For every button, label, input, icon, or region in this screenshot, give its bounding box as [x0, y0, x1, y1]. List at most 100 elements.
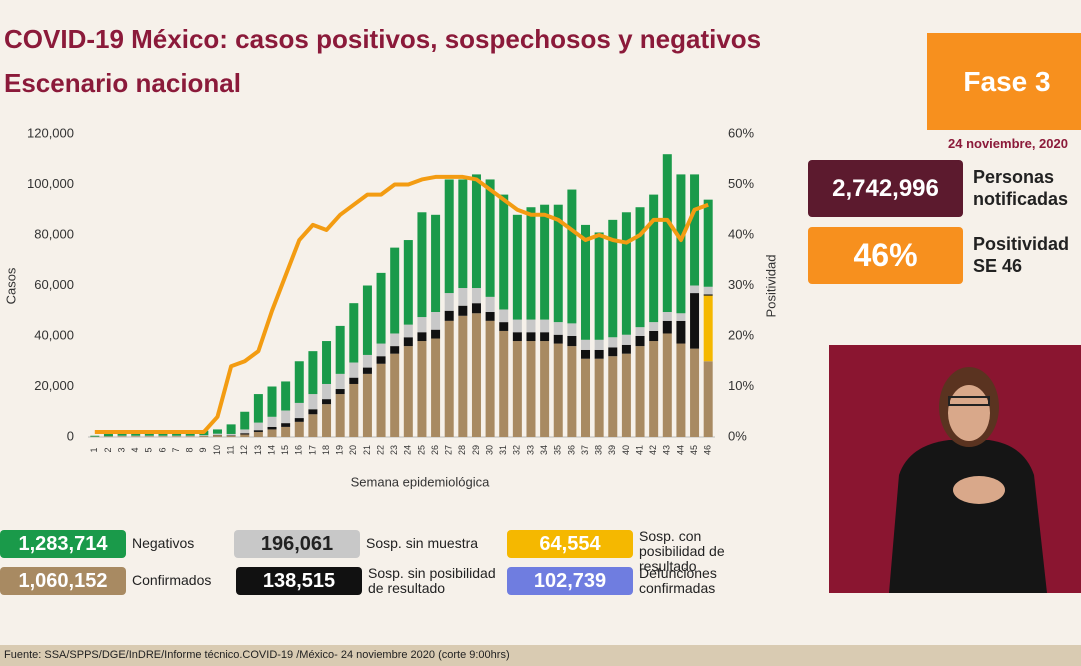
bar-segment: [485, 312, 495, 321]
bar-segment: [281, 423, 291, 427]
y2-tick-label: 30%: [728, 277, 754, 292]
bar-segment: [308, 414, 318, 437]
bar-segment: [376, 343, 386, 357]
bar-segment: [581, 339, 591, 350]
bar-segment: [499, 309, 509, 323]
bar-segment: [281, 410, 291, 424]
subtitle: Escenario nacional: [4, 68, 241, 98]
summary-label: Confirmados: [132, 572, 212, 588]
bar-segment: [322, 404, 332, 437]
bar-segment: [376, 363, 386, 437]
bar-segment: [526, 207, 536, 320]
bar-segment: [212, 433, 222, 435]
bar-segment: [349, 383, 359, 437]
bar-segment: [485, 179, 495, 297]
y2-tick-label: 40%: [728, 226, 754, 241]
x-tick-label: 38: [594, 445, 604, 455]
bar-segment: [499, 322, 509, 331]
y-tick-label: 120,000: [27, 125, 74, 140]
bar-segment: [540, 319, 550, 333]
bar-segment: [390, 346, 400, 354]
bar-segment: [690, 285, 700, 294]
bar-segment: [390, 247, 400, 334]
bar-segment: [444, 179, 454, 294]
bar-segment: [349, 362, 359, 378]
bar-segment: [621, 334, 631, 345]
x-tick-label: 46: [703, 445, 713, 455]
summary-label: Sosp. sin posibilidad de resultado: [368, 565, 496, 596]
bar-segment: [649, 322, 659, 331]
bar-segment: [417, 341, 427, 437]
interpreter-figure: [889, 367, 1047, 593]
y-tick-label: 60,000: [34, 277, 74, 292]
bar-segment: [172, 436, 182, 437]
bar-segment: [390, 353, 400, 437]
bar-segment: [676, 174, 686, 314]
bar-segment: [690, 174, 700, 286]
bar-segment: [362, 285, 372, 355]
bar-segment: [226, 435, 236, 436]
x-tick-label: 25: [416, 445, 426, 455]
x-tick-label: 33: [525, 445, 535, 455]
bar-segment: [526, 319, 536, 333]
summary-figure: 138,515: [236, 567, 362, 595]
bar-segment: [199, 435, 209, 437]
bar-segment: [512, 319, 522, 333]
y-tick-label: 0: [67, 428, 74, 443]
bar-segment: [253, 430, 263, 432]
bar-segment: [471, 313, 481, 437]
y-axis-label: Casos: [3, 267, 18, 304]
bar-segment: [594, 349, 604, 359]
x-tick-label: 4: [130, 447, 140, 452]
bar-segment: [567, 336, 577, 347]
bar-segment: [485, 296, 495, 313]
positivity-line: [94, 174, 709, 434]
x-tick-label: 5: [144, 447, 154, 452]
bar-segment: [212, 435, 222, 437]
bar-segment: [676, 313, 686, 321]
bar-segment: [690, 348, 700, 437]
bar-segment: [308, 351, 318, 395]
bar-segment: [635, 336, 645, 347]
bar-segment: [144, 436, 154, 437]
bar-segment: [267, 426, 277, 430]
x-tick-label: 6: [157, 447, 167, 452]
summary-figure: 64,554: [507, 530, 633, 558]
bar-segment: [253, 422, 263, 431]
bar-segment: [444, 310, 454, 321]
bar-segment: [199, 435, 209, 436]
bar-segment: [594, 339, 604, 350]
summary-figure: 1,060,152: [0, 567, 126, 595]
bar-segment: [322, 383, 332, 400]
bar-segment: [526, 341, 536, 437]
y2-tick-label: 50%: [728, 176, 754, 191]
bar-segment: [117, 436, 127, 437]
bar-segment: [172, 435, 182, 437]
bar-segment: [294, 402, 304, 419]
bar-segment: [621, 353, 631, 437]
x-tick-label: 42: [648, 445, 658, 455]
bar-segment: [567, 323, 577, 336]
footer-bar: Fuente: SSA/SPPS/DGE/InDRE/Informe técni…: [0, 645, 1081, 666]
bar-segment: [403, 346, 413, 437]
bar-segment: [621, 212, 631, 335]
bar-segment: [540, 332, 550, 342]
bar-segment: [512, 341, 522, 437]
y2-tick-label: 20%: [728, 327, 754, 342]
x-tick-label: 28: [457, 445, 467, 455]
bar-segment: [703, 199, 713, 287]
x-tick-label: 20: [348, 445, 358, 455]
bar-segment: [662, 333, 672, 437]
bar-segment: [649, 341, 659, 437]
bar-segment: [608, 219, 618, 338]
bar-segment: [703, 295, 713, 362]
x-tick-label: 3: [116, 447, 126, 452]
bar-segment: [335, 389, 345, 395]
date: 24 noviembre, 2020: [948, 136, 1068, 151]
bar-segment: [649, 194, 659, 323]
footer: Fuente: SSA/SPPS/DGE/InDRE/Informe técni…: [4, 649, 510, 661]
y-tick-label: 80,000: [34, 226, 74, 241]
bar-segment: [335, 373, 345, 390]
x-tick-label: 18: [321, 445, 331, 455]
